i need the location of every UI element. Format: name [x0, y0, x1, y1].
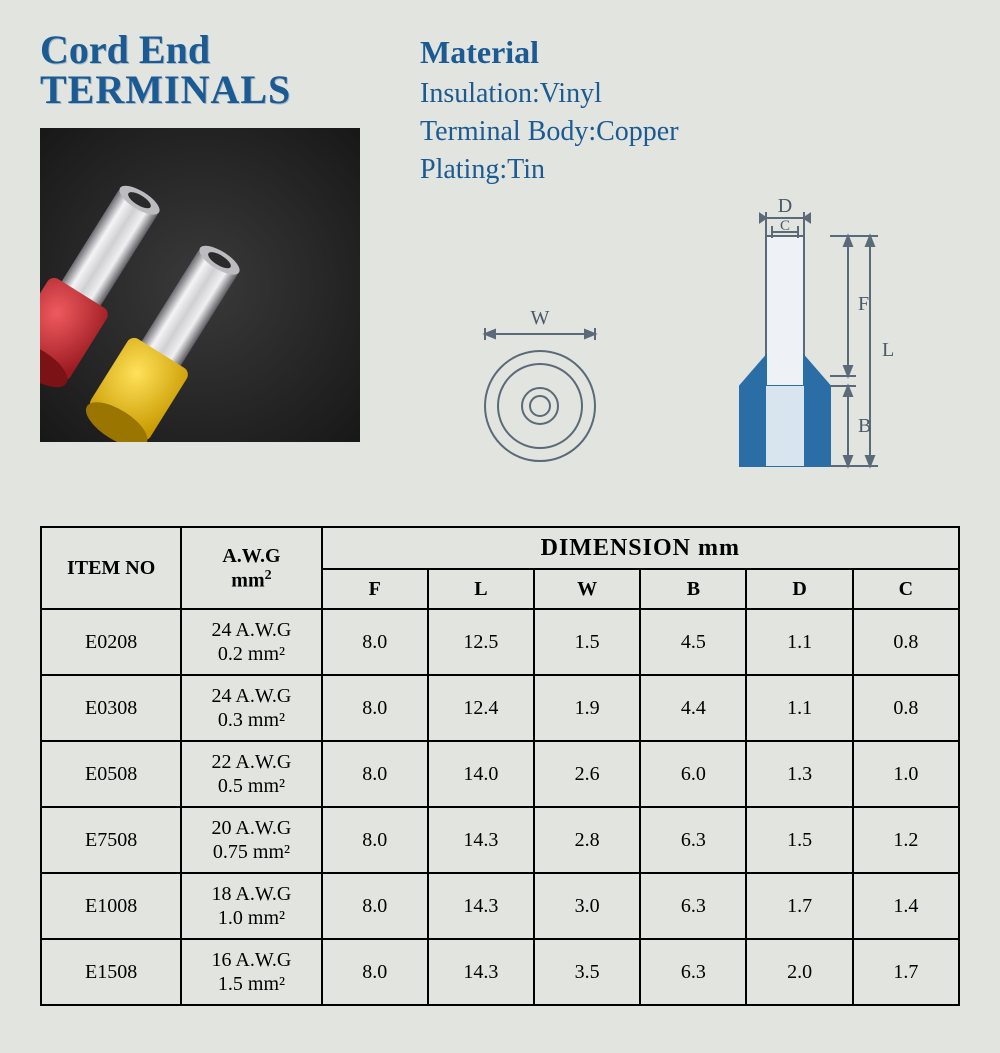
- cell-w: 1.5: [534, 609, 640, 675]
- material-heading: Material: [420, 34, 960, 71]
- cell-awg: 20 A.W.G0.75 mm²: [181, 807, 321, 873]
- cell-l: 14.0: [428, 741, 534, 807]
- col-header-item: ITEM NO: [41, 527, 181, 609]
- col-header-c: C: [853, 569, 959, 609]
- cell-c: 1.0: [853, 741, 959, 807]
- cell-d: 1.3: [746, 741, 852, 807]
- cell-w: 2.6: [534, 741, 640, 807]
- diagram-label-b: B: [858, 415, 871, 437]
- col-header-awg: A.W.G mm2: [181, 527, 321, 609]
- table-row: E030824 A.W.G0.3 mm²8.012.41.94.41.10.8: [41, 675, 959, 741]
- page-title-line2: TERMINALS: [40, 70, 380, 110]
- product-photo-svg: [40, 128, 360, 442]
- cell-w: 2.8: [534, 807, 640, 873]
- col-header-b: B: [640, 569, 746, 609]
- cell-f: 8.0: [322, 807, 428, 873]
- cell-d: 1.5: [746, 807, 852, 873]
- cell-f: 8.0: [322, 939, 428, 1005]
- table-row: E150816 A.W.G1.5 mm²8.014.33.56.32.01.7: [41, 939, 959, 1005]
- insulation-value: Vinyl: [540, 78, 602, 109]
- material-plating: Plating:Tin: [420, 151, 960, 189]
- body-label: Terminal Body:: [420, 116, 596, 147]
- cell-b: 4.4: [640, 675, 746, 741]
- cell-b: 6.3: [640, 939, 746, 1005]
- cell-b: 6.3: [640, 807, 746, 873]
- cell-item: E1508: [41, 939, 181, 1005]
- cell-f: 8.0: [322, 609, 428, 675]
- diagram-label-f: F: [858, 293, 869, 315]
- cell-b: 4.5: [640, 609, 746, 675]
- plating-value: Tin: [507, 154, 545, 185]
- table-row: E100818 A.W.G1.0 mm²8.014.33.06.31.71.4: [41, 873, 959, 939]
- cell-w: 3.0: [534, 873, 640, 939]
- page-title-line1: Cord End: [40, 30, 380, 70]
- col-header-l: L: [428, 569, 534, 609]
- cell-b: 6.0: [640, 741, 746, 807]
- cell-awg: 18 A.W.G1.0 mm²: [181, 873, 321, 939]
- product-photo: [40, 128, 360, 442]
- material-body: Terminal Body:Copper: [420, 113, 960, 151]
- col-header-dimension: DIMENSION mm: [322, 527, 959, 569]
- cell-item: E7508: [41, 807, 181, 873]
- cell-f: 8.0: [322, 741, 428, 807]
- cell-c: 1.7: [853, 939, 959, 1005]
- cell-w: 1.9: [534, 675, 640, 741]
- cell-l: 14.3: [428, 873, 534, 939]
- cell-f: 8.0: [322, 873, 428, 939]
- cell-b: 6.3: [640, 873, 746, 939]
- col-header-f: F: [322, 569, 428, 609]
- cell-l: 14.3: [428, 939, 534, 1005]
- cell-item: E0308: [41, 675, 181, 741]
- cell-d: 2.0: [746, 939, 852, 1005]
- cell-d: 1.7: [746, 873, 852, 939]
- cell-l: 14.3: [428, 807, 534, 873]
- plating-label: Plating:: [420, 154, 507, 185]
- spec-table-head: ITEM NO A.W.G mm2 DIMENSION mm F L W B D…: [41, 527, 959, 609]
- cell-awg: 22 A.W.G0.5 mm²: [181, 741, 321, 807]
- cell-c: 1.4: [853, 873, 959, 939]
- spec-table-body: E020824 A.W.G0.2 mm²8.012.51.54.51.10.8E…: [41, 609, 959, 1005]
- top-section: Cord End TERMINALS: [40, 30, 960, 486]
- cell-l: 12.4: [428, 675, 534, 741]
- cell-item: E0508: [41, 741, 181, 807]
- cell-c: 0.8: [853, 609, 959, 675]
- awg-header-l1: A.W.G: [222, 545, 280, 567]
- cell-c: 1.2: [853, 807, 959, 873]
- col-header-d: D: [746, 569, 852, 609]
- cell-c: 0.8: [853, 675, 959, 741]
- cell-l: 12.5: [428, 609, 534, 675]
- cell-f: 8.0: [322, 675, 428, 741]
- diagram-label-w: W: [531, 307, 550, 329]
- awg-header-sq: 2: [265, 568, 272, 583]
- awg-header-l2: mm: [231, 569, 264, 591]
- dimension-diagram-svg: W: [420, 196, 920, 486]
- table-row: E050822 A.W.G0.5 mm²8.014.02.66.01.31.0: [41, 741, 959, 807]
- cell-d: 1.1: [746, 609, 852, 675]
- cell-awg: 16 A.W.G1.5 mm²: [181, 939, 321, 1005]
- col-header-w: W: [534, 569, 640, 609]
- cell-w: 3.5: [534, 939, 640, 1005]
- cell-awg: 24 A.W.G0.2 mm²: [181, 609, 321, 675]
- cell-item: E0208: [41, 609, 181, 675]
- left-column: Cord End TERMINALS: [40, 30, 380, 486]
- insulation-label: Insulation:: [420, 78, 540, 109]
- right-column: Material Insulation:Vinyl Terminal Body:…: [420, 30, 960, 486]
- table-row: E020824 A.W.G0.2 mm²8.012.51.54.51.10.8: [41, 609, 959, 675]
- page-root: Cord End TERMINALS: [0, 0, 1000, 1046]
- body-value: Copper: [596, 116, 678, 147]
- table-row: E750820 A.W.G0.75 mm²8.014.32.86.31.51.2: [41, 807, 959, 873]
- material-insulation: Insulation:Vinyl: [420, 75, 960, 113]
- spec-table: ITEM NO A.W.G mm2 DIMENSION mm F L W B D…: [40, 526, 960, 1006]
- diagram-label-d: D: [778, 196, 792, 217]
- cell-item: E1008: [41, 873, 181, 939]
- diagram-label-c: C: [780, 218, 790, 234]
- diagram-label-l: L: [882, 339, 894, 361]
- dimension-diagram: W: [420, 196, 960, 486]
- cell-d: 1.1: [746, 675, 852, 741]
- cell-awg: 24 A.W.G0.3 mm²: [181, 675, 321, 741]
